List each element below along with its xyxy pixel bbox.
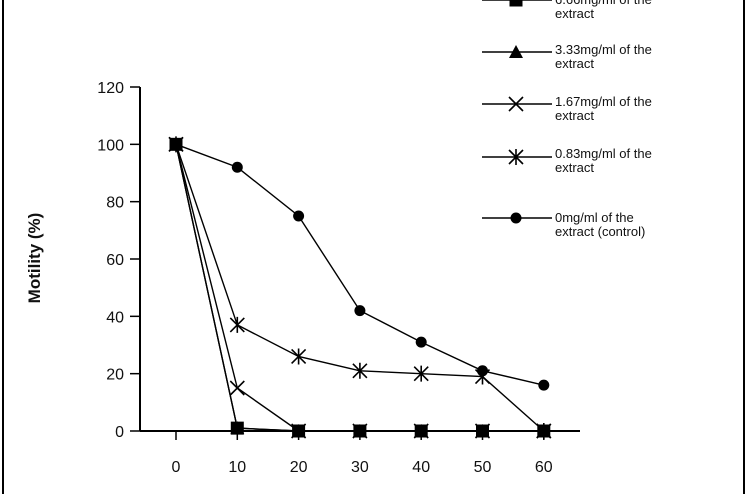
y-tick-label: 40 <box>106 309 124 326</box>
series-layer <box>168 136 552 439</box>
legend-marker <box>509 45 523 58</box>
data-point <box>354 305 366 317</box>
legend-label: 1.67mg/ml of the <box>555 94 652 109</box>
legend-marker <box>508 96 524 112</box>
series-5 <box>170 138 550 391</box>
y-tick-label: 0 <box>115 424 124 441</box>
data-point <box>352 423 368 439</box>
series-4 <box>168 136 552 439</box>
y-tick-label: 20 <box>106 367 124 384</box>
legend-marker <box>509 0 523 7</box>
x-tick-label: 0 <box>172 459 181 476</box>
series-3 <box>168 136 552 439</box>
data-point <box>474 423 491 439</box>
series-line <box>175 144 545 432</box>
legend-label: 3.33mg/ml of the <box>555 42 652 57</box>
data-point <box>536 423 552 439</box>
data-point <box>170 138 182 150</box>
series-line <box>175 143 544 386</box>
legend-label: 6.66mg/ml of the <box>555 0 652 7</box>
x-tick-label: 10 <box>228 459 246 476</box>
data-point <box>477 365 488 377</box>
x-tick-label: 20 <box>290 459 308 476</box>
legend-marker <box>508 149 524 165</box>
series-line <box>175 144 544 432</box>
data-point <box>352 362 368 379</box>
y-tick-label: 120 <box>97 80 124 97</box>
data-point <box>415 336 427 348</box>
data-point <box>230 421 245 435</box>
series-2 <box>169 137 551 437</box>
x-tick-label: 40 <box>412 459 430 476</box>
legend-label: 0.83mg/ml of the <box>555 146 652 161</box>
legend-label: extract <box>555 160 594 175</box>
x-tick-label: 50 <box>474 459 492 476</box>
legend-label: extract (control) <box>555 224 645 239</box>
series-1 <box>169 137 551 438</box>
data-point <box>231 161 243 173</box>
legend-marker <box>510 212 522 224</box>
data-point <box>538 379 550 391</box>
x-tick-label: 30 <box>351 459 369 476</box>
legend-label: extract <box>555 108 594 123</box>
y-axis-label: Motility (%) <box>25 213 44 304</box>
data-point <box>413 423 429 439</box>
x-tick-label: 60 <box>535 459 553 476</box>
data-point <box>291 423 307 439</box>
data-point <box>229 316 245 333</box>
y-tick-label: 80 <box>106 195 124 212</box>
data-point <box>291 348 307 365</box>
legend: 6.66mg/ml of theextract3.33mg/ml of thee… <box>482 0 652 239</box>
data-point <box>293 210 305 222</box>
y-tick-label: 100 <box>97 137 124 154</box>
data-point <box>413 365 429 382</box>
data-point <box>229 380 245 396</box>
legend-label: extract <box>555 56 594 71</box>
legend-label: 0mg/ml of the <box>555 210 634 225</box>
series-line <box>175 144 544 432</box>
y-tick-label: 60 <box>106 252 124 269</box>
series-line <box>175 144 544 432</box>
legend-label: extract <box>555 6 594 21</box>
